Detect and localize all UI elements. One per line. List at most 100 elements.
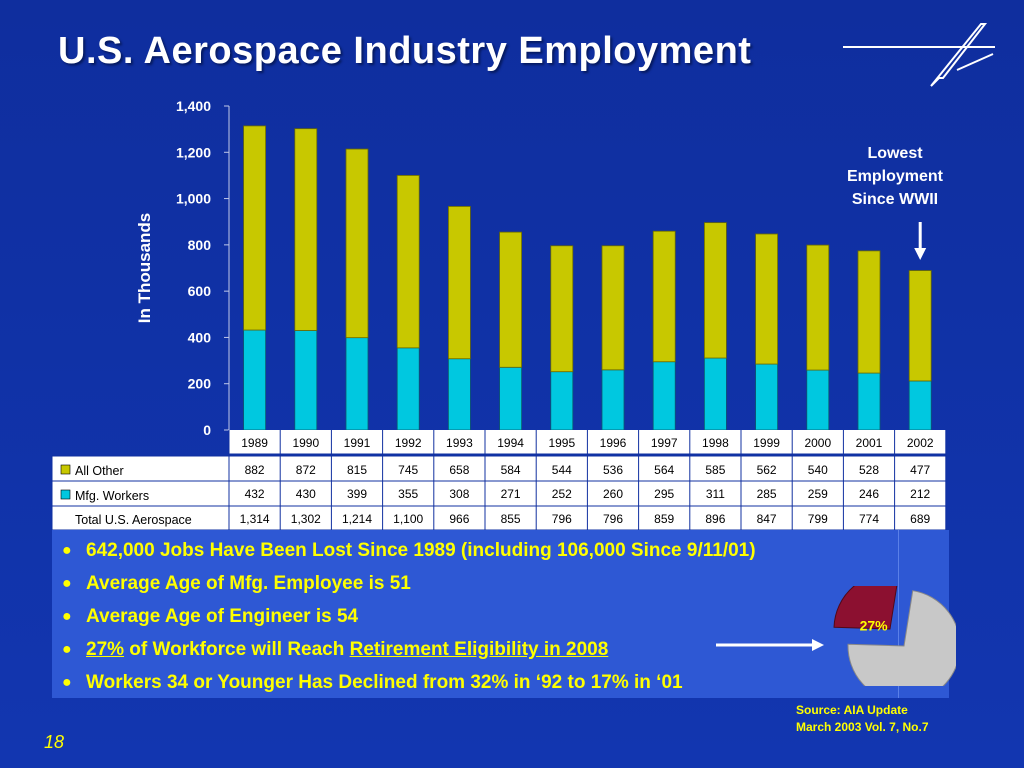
data-label-all-other: 815 <box>347 463 367 477</box>
x-tick-label: 1992 <box>395 436 422 450</box>
legend-key-all-other <box>60 464 71 475</box>
bullet-dot-icon: ● <box>62 674 72 691</box>
x-tick-label: 1996 <box>600 436 627 450</box>
data-label-all-other: 564 <box>654 463 674 477</box>
data-label-mfg-workers: 252 <box>552 487 572 501</box>
bar-all-other <box>704 222 727 359</box>
data-label-total: 847 <box>757 512 777 526</box>
bar-all-other <box>908 270 932 382</box>
bar-mfg-workers <box>601 369 625 431</box>
lowest-arrow-head <box>914 248 927 260</box>
bar-mfg-workers <box>550 371 574 431</box>
x-tick-label: 1990 <box>292 436 319 450</box>
totals-row-label: Total U.S. Aerospace <box>75 513 192 527</box>
bar-mfg-workers <box>447 358 471 431</box>
data-label-total: 799 <box>808 512 828 526</box>
y-tick-label: 0 <box>203 422 211 438</box>
data-label-total: 796 <box>603 512 623 526</box>
bullet-retirement: Retirement Eligibility in 2008 <box>349 639 609 660</box>
legend-label-all-other: All Other <box>75 464 124 478</box>
data-label-mfg-workers: 311 <box>706 487 725 501</box>
bullet-dot-icon: ● <box>62 608 72 625</box>
data-label-all-other: 882 <box>245 463 265 477</box>
bar-all-other <box>294 128 318 331</box>
x-tick-label: 2001 <box>856 436 883 450</box>
data-label-all-other: 585 <box>705 463 725 477</box>
data-label-all-other: 477 <box>910 463 930 477</box>
bullet-item: ● Average Age of Engineer is 54 <box>60 602 898 635</box>
bullet-text: Average Age of Engineer is 54 <box>86 606 359 627</box>
bar-all-other <box>499 231 523 368</box>
data-label-total: 1,302 <box>291 512 321 526</box>
note-line-2: Employment <box>846 168 943 185</box>
bar-mfg-workers <box>908 380 932 431</box>
pie-slice-retirement <box>833 586 898 630</box>
data-label-all-other: 528 <box>859 463 879 477</box>
x-tick-label: 2000 <box>804 436 831 450</box>
lowest-employment-note: Lowest Employment Since WWII <box>832 142 958 211</box>
bullet-item: ● 27% of Workforce will Reach Retirement … <box>60 635 898 668</box>
data-label-mfg-workers: 212 <box>910 487 930 501</box>
bar-mfg-workers <box>857 372 881 431</box>
y-tick-label: 1,200 <box>176 144 211 160</box>
pie-slice-rest <box>847 590 956 686</box>
data-label-total: 855 <box>501 512 521 526</box>
data-label-all-other: 658 <box>449 463 469 477</box>
bar-mfg-workers <box>806 369 830 431</box>
bullet-item: ● Workers 34 or Younger Has Declined from… <box>60 668 898 701</box>
pie-label: 27% <box>860 617 889 633</box>
bar-all-other <box>806 244 830 371</box>
bullet-text: Workers 34 or Younger Has Declined from … <box>86 672 683 693</box>
y-tick-label: 200 <box>188 376 212 392</box>
retirement-pie-chart: 27% <box>833 586 956 686</box>
bullet-dot-icon: ● <box>62 542 72 559</box>
bullet-item: ● Average Age of Mfg. Employee is 51 <box>60 569 898 602</box>
bar-all-other <box>550 245 574 373</box>
x-tick-label: 2002 <box>907 436 934 450</box>
y-tick-label: 1,400 <box>176 98 211 114</box>
data-label-mfg-workers: 430 <box>296 487 316 501</box>
y-tick-label: 400 <box>188 329 212 345</box>
bar-mfg-workers <box>396 347 420 431</box>
data-label-total: 966 <box>449 512 469 526</box>
data-label-mfg-workers: 271 <box>501 487 521 501</box>
data-label-all-other: 562 <box>757 463 777 477</box>
source-line-1: Source: AIA Update <box>796 703 908 717</box>
data-label-mfg-workers: 259 <box>808 487 828 501</box>
data-label-all-other: 536 <box>603 463 623 477</box>
bar-all-other <box>857 250 881 374</box>
x-tick-label: 1993 <box>446 436 473 450</box>
data-label-all-other: 872 <box>296 463 316 477</box>
bar-mfg-workers <box>755 363 778 431</box>
bar-all-other <box>447 206 471 360</box>
bar-mfg-workers <box>499 366 523 431</box>
data-label-all-other: 540 <box>808 463 828 477</box>
x-tick-label: 1998 <box>702 436 729 450</box>
x-tick-label: 1997 <box>651 436 678 450</box>
bullet-text: Average Age of Mfg. Employee is 51 <box>86 573 411 594</box>
y-tick-label: 1,000 <box>176 191 211 207</box>
data-label-mfg-workers: 246 <box>859 487 879 501</box>
x-tick-label: 1991 <box>344 436 371 450</box>
bar-all-other <box>396 175 420 349</box>
bullet-text: 642,000 Jobs Have Been Lost Since 1989 (… <box>86 540 756 561</box>
bar-mfg-workers <box>704 357 727 431</box>
data-label-total: 859 <box>654 512 674 526</box>
data-label-total: 1,314 <box>240 512 270 526</box>
bullet-dot-icon: ● <box>62 575 72 592</box>
source-line-2: March 2003 Vol. 7, No.7 <box>796 720 929 734</box>
x-tick-label: 1994 <box>497 436 524 450</box>
data-label-mfg-workers: 432 <box>245 487 265 501</box>
data-label-total: 1,214 <box>342 512 372 526</box>
legend-key-mfg-workers <box>60 489 71 500</box>
bullet-dot-icon: ● <box>62 641 72 658</box>
bar-all-other <box>345 148 369 339</box>
legend-label-mfg-workers: Mfg. Workers <box>75 489 149 503</box>
bar-all-other <box>601 245 625 371</box>
y-axis-title: In Thousands <box>135 213 154 324</box>
data-label-total: 1,100 <box>393 512 423 526</box>
data-label-mfg-workers: 285 <box>757 487 777 501</box>
x-tick-label: 1999 <box>753 436 780 450</box>
data-label-mfg-workers: 295 <box>654 487 674 501</box>
x-tick-label: 1995 <box>548 436 575 450</box>
